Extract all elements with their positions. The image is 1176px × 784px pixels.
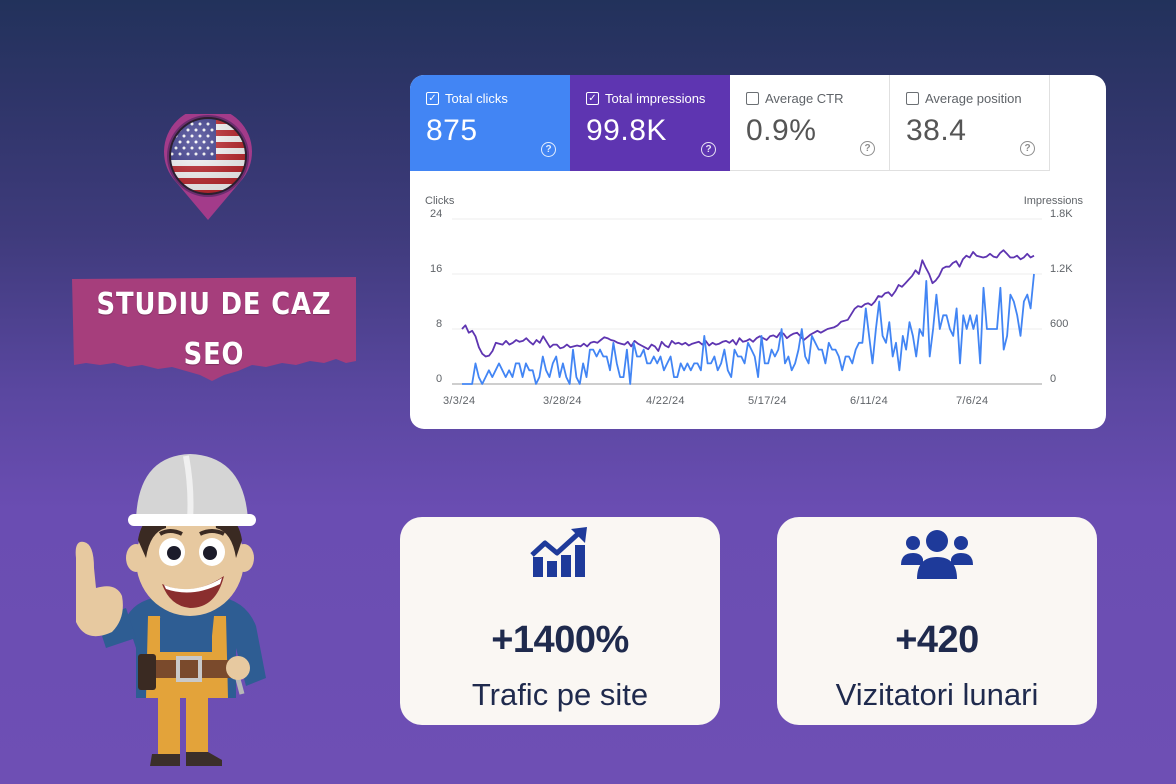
y-tick-left: 24: [430, 208, 443, 220]
construction-worker-icon: [75, 454, 266, 766]
search-console-performance-card: ✓ Total clicks 875 ? ✓ Total impressions…: [410, 75, 1106, 429]
y-tick-left: 0: [436, 373, 443, 385]
growth-chart-icon: [530, 527, 587, 577]
metric-value: 38.4: [906, 114, 967, 147]
metric-value: 0.9%: [746, 114, 817, 147]
metric-value: 875: [426, 114, 478, 147]
line-plot: [452, 218, 1042, 385]
checkbox-checked-icon[interactable]: ✓: [426, 92, 439, 105]
metric-total-clicks[interactable]: ✓ Total clicks 875 ?: [410, 75, 570, 171]
users-group-icon: [901, 530, 973, 579]
y-axis-right-title: Impressions: [1023, 195, 1083, 207]
us-flag-pin-icon: [164, 114, 252, 220]
help-icon[interactable]: ?: [1020, 141, 1035, 156]
x-tick: 3/28/24: [543, 395, 582, 407]
y-tick-right: 600: [1050, 318, 1069, 330]
banner-title: STUDIU DE CAZ SEO: [90, 280, 338, 380]
impressions-line: [461, 249, 1035, 358]
help-icon[interactable]: ?: [860, 141, 875, 156]
help-icon[interactable]: ?: [701, 142, 716, 157]
y-tick-right: 0: [1050, 373, 1057, 385]
metric-label: Total clicks: [445, 91, 508, 106]
metric-label: Average CTR: [765, 91, 844, 106]
metric-average-position[interactable]: Average position 38.4 ?: [890, 75, 1050, 171]
clicks-line: [462, 273, 1035, 385]
metric-total-impressions[interactable]: ✓ Total impressions 99.8K ?: [570, 75, 730, 171]
stat-label: Trafic pe site: [471, 677, 649, 712]
checkbox-unchecked-icon[interactable]: [746, 92, 759, 105]
metric-label: Total impressions: [605, 91, 706, 106]
metric-tabs: ✓ Total clicks 875 ? ✓ Total impressions…: [410, 75, 1050, 171]
metric-label: Average position: [925, 91, 1022, 106]
banner-line-1: STUDIU DE CAZ: [96, 287, 332, 322]
stat-value: +1400%: [491, 619, 629, 661]
stat-value: +420: [895, 619, 979, 661]
checkbox-unchecked-icon[interactable]: [906, 92, 919, 105]
metric-average-ctr[interactable]: Average CTR 0.9% ?: [730, 75, 890, 171]
performance-chart[interactable]: Clicks Impressions 24 16 8 0 1.8K 1.2K 6…: [410, 171, 1106, 429]
metric-value: 99.8K: [586, 114, 667, 147]
y-tick-right: 1.2K: [1050, 263, 1073, 275]
x-tick: 5/17/24: [748, 395, 787, 407]
y-tick-right: 1.8K: [1050, 208, 1073, 220]
x-tick: 3/3/24: [443, 395, 476, 407]
x-tick: 7/6/24: [956, 395, 989, 407]
banner-line-2: SEO: [183, 337, 245, 372]
case-study-banner: [72, 277, 356, 381]
help-icon[interactable]: ?: [541, 142, 556, 157]
y-tick-left: 8: [436, 318, 443, 330]
checkbox-checked-icon[interactable]: ✓: [586, 92, 599, 105]
x-tick: 4/22/24: [646, 395, 685, 407]
y-axis-left-title: Clicks: [425, 195, 455, 207]
stat-card-traffic: +1400% Trafic pe site: [400, 517, 720, 725]
stat-card-visitors: +420 Vizitatori lunari: [777, 517, 1097, 725]
x-tick: 6/11/24: [850, 395, 888, 407]
stat-label: Vizitatori lunari: [835, 677, 1039, 712]
y-tick-left: 16: [430, 263, 443, 275]
